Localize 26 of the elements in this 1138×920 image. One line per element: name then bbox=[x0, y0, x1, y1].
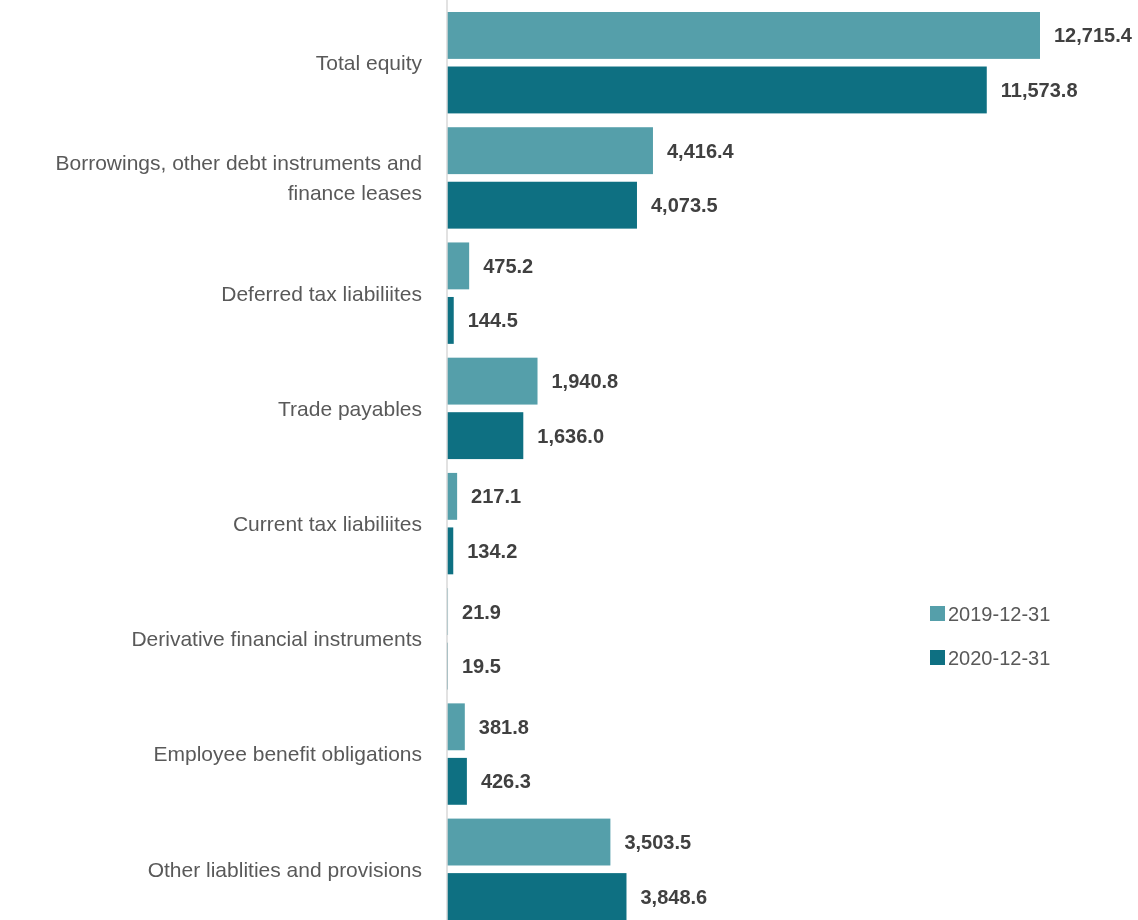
data-label: 12,715.4 bbox=[1054, 24, 1133, 47]
data-label: 1,940.8 bbox=[551, 370, 619, 393]
y-tick-label: Current tax liabiliites bbox=[232, 511, 422, 535]
data-label: 134.2 bbox=[467, 539, 518, 562]
legend-label: 2019-12-31 bbox=[948, 603, 1051, 625]
data-label: 4,073.5 bbox=[650, 194, 718, 217]
legend-label: 2020-12-31 bbox=[948, 647, 1051, 669]
data-label: 3,848.6 bbox=[640, 885, 708, 908]
data-label: 21.9 bbox=[462, 600, 501, 623]
data-label: 1,636.0 bbox=[537, 424, 605, 447]
y-tick-label: Derivative financial instruments bbox=[131, 627, 422, 651]
y-tick-label: Trade payables bbox=[278, 396, 422, 420]
data-label: 19.5 bbox=[461, 655, 501, 678]
y-tick-label: Deferred tax liabiliites bbox=[221, 281, 422, 305]
data-label: 4,416.4 bbox=[666, 139, 735, 162]
y-tick-label: Other liablities and provisions bbox=[147, 857, 422, 881]
data-label: 381.8 bbox=[478, 715, 529, 738]
data-label: 475.2 bbox=[483, 254, 534, 277]
data-label: 217.1 bbox=[471, 485, 522, 508]
data-label: 3,503.5 bbox=[624, 831, 692, 854]
y-tick-label: Employee benefit obligations bbox=[153, 742, 422, 766]
data-label: 426.3 bbox=[480, 770, 531, 793]
y-tick-label: Borrowings, other debt instruments and finance leases bbox=[55, 151, 422, 205]
data-label: 11,573.8 bbox=[1000, 78, 1078, 101]
data-label: 144.5 bbox=[467, 309, 518, 332]
y-tick-label: Total equity bbox=[315, 51, 423, 75]
